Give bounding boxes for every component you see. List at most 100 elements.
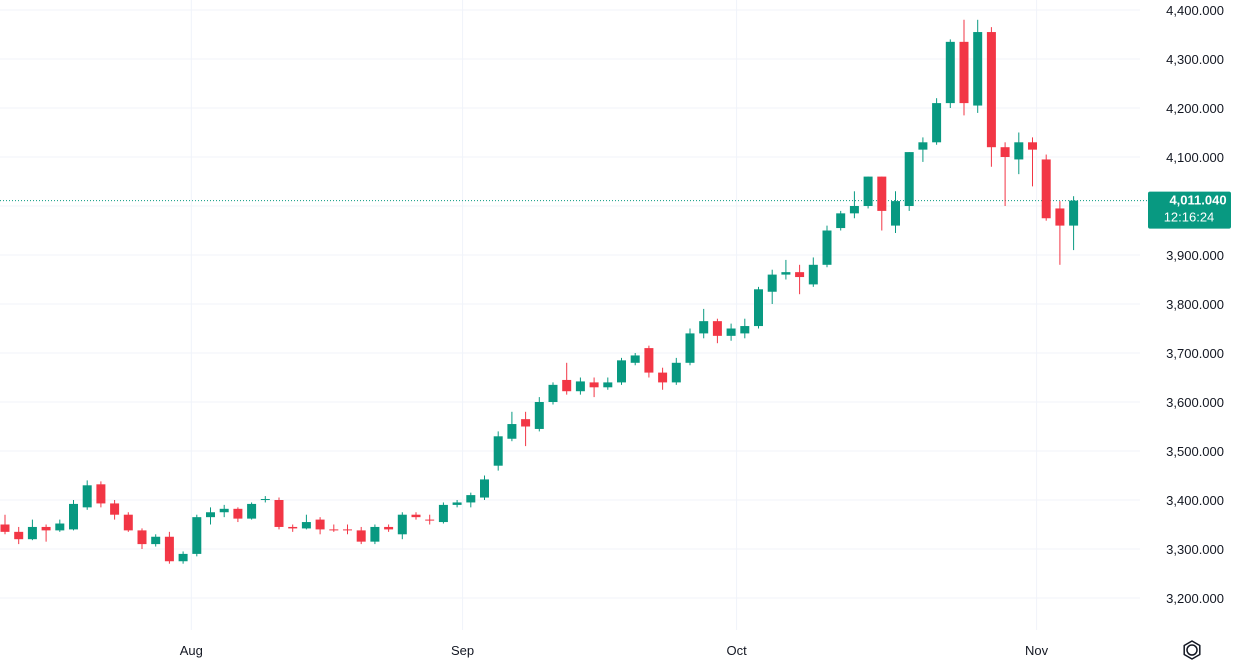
candle-body [959, 41, 969, 104]
last-price-value: 4,011.040 [1169, 193, 1226, 208]
candle-down [343, 524, 352, 535]
candle-down [356, 526, 366, 545]
candle-body [274, 500, 284, 527]
x-axis[interactable]: Aug Sep Oct Nov [180, 643, 1049, 658]
candle-body [247, 503, 257, 519]
candle-body [685, 333, 695, 363]
candle-down [1028, 137, 1037, 187]
candle-up [740, 318, 750, 339]
candle-body [151, 536, 161, 545]
candle-countdown: 12:16:24 [1164, 210, 1215, 225]
candle-up [548, 382, 558, 405]
candle-down [959, 19, 969, 116]
candle-body [973, 32, 983, 106]
candle-down [329, 524, 339, 532]
candle-down [233, 507, 243, 523]
candle-up [767, 269, 777, 304]
x-tick-label: Nov [1025, 643, 1049, 658]
candle-body [603, 382, 613, 388]
candle-body [397, 514, 407, 535]
candle-up [301, 514, 311, 530]
candle-down [123, 512, 133, 532]
candle-body [589, 382, 599, 388]
candle-body [96, 484, 106, 504]
y-tick-label: 4,100.000 [1166, 150, 1224, 165]
candle-body [918, 142, 928, 150]
candle-up [493, 431, 503, 471]
candle-up [260, 496, 270, 503]
candle-body [123, 514, 133, 531]
candle-body [671, 362, 681, 383]
candle-up [699, 308, 709, 339]
candle-down [589, 377, 599, 398]
candle-up [55, 519, 65, 532]
candle-down [137, 528, 147, 549]
candle-up [206, 507, 215, 525]
candle-body [877, 176, 887, 211]
candle-body [110, 503, 120, 515]
candle-down [986, 27, 996, 167]
candle-body [315, 519, 325, 530]
candle-body [233, 508, 243, 519]
candle-down [658, 367, 668, 390]
candle-body [27, 526, 37, 540]
candle-body [452, 502, 462, 505]
candle-down [164, 531, 174, 564]
candle-down [96, 481, 106, 508]
candle-body [301, 522, 311, 529]
candle-up [466, 492, 476, 508]
candle-down [795, 264, 805, 295]
y-tick-label: 4,400.000 [1166, 3, 1224, 18]
gear-icon[interactable] [1186, 644, 1198, 656]
candle-up [507, 411, 517, 442]
candle-up [452, 500, 462, 508]
candle-down [877, 176, 887, 231]
candle-body [178, 553, 188, 562]
candle-down [411, 512, 421, 520]
candle-up [178, 551, 188, 564]
candle-down [288, 524, 298, 532]
candle-down [315, 517, 325, 535]
candle-body [288, 526, 298, 529]
candle-body [795, 272, 805, 278]
candle-up [480, 475, 489, 500]
candle-body [1069, 200, 1079, 226]
candle-body [507, 424, 517, 439]
candle-body [466, 495, 476, 503]
candle-up [630, 353, 640, 366]
candle-up [370, 524, 380, 545]
candle-body [699, 321, 709, 334]
candle-up [945, 39, 955, 108]
candle-body [41, 526, 51, 531]
candle-body [1028, 142, 1037, 150]
x-tick-label: Aug [180, 643, 203, 658]
y-axis[interactable]: 4,400.0004,300.0004,200.0004,100.0004,00… [1166, 3, 1224, 606]
candles [0, 19, 1079, 564]
candle-down [14, 526, 24, 545]
candle-down [1041, 154, 1051, 221]
settings-button[interactable] [1183, 640, 1201, 660]
candle-body [69, 503, 78, 530]
y-tick-label: 4,200.000 [1166, 101, 1224, 116]
y-tick-label: 3,800.000 [1166, 297, 1224, 312]
candle-up [575, 377, 585, 395]
candle-up [918, 137, 928, 162]
candle-body [548, 384, 558, 402]
candle-up [685, 328, 695, 366]
candle-down [274, 497, 284, 530]
candle-body [137, 530, 147, 545]
candle-up [1014, 132, 1024, 175]
candle-body [206, 512, 215, 518]
y-tick-label: 3,200.000 [1166, 591, 1224, 606]
candle-body [493, 436, 503, 466]
candle-body [726, 328, 736, 336]
candle-body [260, 499, 270, 501]
grid-lines [0, 0, 1140, 630]
candle-down [425, 514, 435, 525]
last-price-label: 4,011.040 12:16:24 [1148, 191, 1231, 229]
candle-body [0, 524, 10, 532]
candle-body [219, 508, 229, 513]
candle-up [822, 225, 832, 268]
